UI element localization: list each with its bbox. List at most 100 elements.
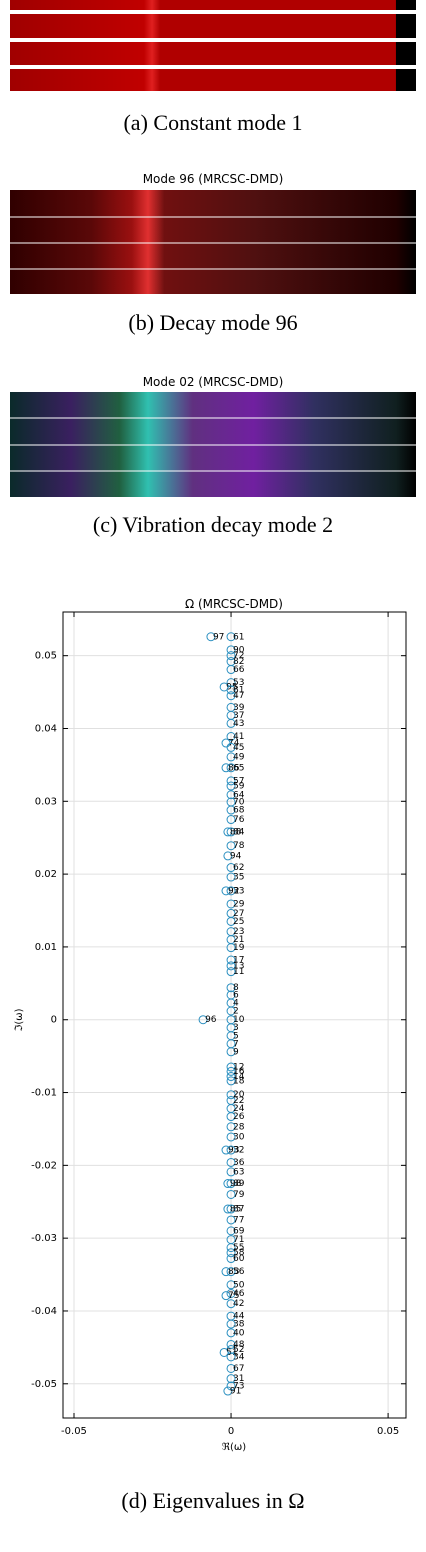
point-label: 6 xyxy=(233,990,239,1000)
y-tick-label: -0.05 xyxy=(31,1379,57,1390)
point-label: 95 xyxy=(226,682,237,692)
eigenvalue-point xyxy=(226,1381,236,1391)
point-label: 11 xyxy=(233,967,244,977)
point-label: 84 xyxy=(233,827,245,837)
point-label: 3 xyxy=(233,1023,239,1033)
point-label: 31 xyxy=(233,1374,244,1384)
mode-image-b xyxy=(10,190,416,294)
y-tick-label: -0.03 xyxy=(31,1233,57,1244)
y-axis-label: ℑ(ω) xyxy=(14,1008,25,1031)
point-label: 87 xyxy=(233,1205,244,1215)
eigenvalue-point xyxy=(221,1291,231,1301)
eigenvalue-point xyxy=(226,1226,236,1236)
axes-frame xyxy=(62,611,407,1419)
point-label: 86 xyxy=(228,763,240,773)
eigenvalue-point xyxy=(221,886,231,896)
eigenvalue-point xyxy=(226,1006,236,1016)
point-label: 64 xyxy=(233,790,245,800)
eigenvalue-point xyxy=(226,863,236,873)
point-label: 58 xyxy=(233,1248,245,1258)
point-label: 60 xyxy=(233,1254,245,1264)
point-label: 50 xyxy=(233,1280,245,1290)
eigenvalue-point xyxy=(226,961,236,971)
point-label: 55 xyxy=(233,1243,244,1253)
eigenvalue-point xyxy=(226,678,236,688)
eigenvalue-point xyxy=(226,1066,236,1076)
eigenvalue-point xyxy=(226,1363,236,1373)
eigenvalue-point xyxy=(226,1280,236,1290)
y-tick-label: -0.04 xyxy=(31,1306,57,1317)
point-label: 43 xyxy=(233,719,244,729)
eigenvalue-point xyxy=(226,1167,236,1177)
point-label: 30 xyxy=(233,1132,245,1142)
eigenvalue-point xyxy=(226,665,236,675)
point-label: 97 xyxy=(213,632,224,642)
eigenvalue-point xyxy=(226,742,236,752)
y-tick-label: 0.01 xyxy=(35,942,57,953)
point-label: 49 xyxy=(233,752,245,762)
point-label: 85 xyxy=(230,1205,241,1215)
eigenvalue-point xyxy=(226,1339,236,1349)
chart-title: Ω (MRCSC-DMD) xyxy=(185,597,283,611)
point-label: 12 xyxy=(233,1063,244,1073)
eigenvalue-point xyxy=(226,1328,236,1338)
eigenvalue-point xyxy=(206,632,216,642)
panel-title: Mode 96 (MRCSC-DMD) xyxy=(143,172,284,186)
x-tick-label: -0.05 xyxy=(61,1426,87,1437)
caption: (d) Eigenvalues in Ω xyxy=(121,1488,304,1513)
point-label: 21 xyxy=(233,935,244,945)
eigenvalue-point xyxy=(221,1267,231,1277)
y-tick-label: -0.02 xyxy=(31,1160,57,1171)
point-label: 53 xyxy=(233,678,244,688)
eigenvalue-point xyxy=(198,1015,208,1025)
point-label: 67 xyxy=(233,1364,244,1374)
point-label: 90 xyxy=(233,645,245,655)
point-label: 29 xyxy=(233,899,245,909)
eigenvalue-point xyxy=(223,827,233,837)
eigenvalue-point xyxy=(226,763,236,773)
eigenvalue-point xyxy=(226,967,236,977)
point-label: 8 xyxy=(233,983,239,993)
eigenvalue-point xyxy=(226,916,236,926)
point-label: 48 xyxy=(233,1340,245,1350)
point-label: 61 xyxy=(233,632,244,642)
point-label: 34 xyxy=(233,1352,245,1362)
point-label: 69 xyxy=(233,1226,245,1236)
eigenvalue-point xyxy=(226,1204,236,1214)
eigenvalue-point xyxy=(221,1145,231,1155)
eigenvalue-point xyxy=(226,955,236,965)
point-label: 68 xyxy=(233,806,245,816)
point-label: 25 xyxy=(233,917,244,927)
point-label: 65 xyxy=(233,763,244,773)
point-label: 93 xyxy=(228,1146,239,1156)
caption: (c) Vibration decay mode 2 xyxy=(93,512,333,537)
point-label: 13 xyxy=(233,961,244,971)
point-label: 46 xyxy=(233,1289,245,1299)
point-label: 72 xyxy=(233,651,244,661)
point-label: 19 xyxy=(233,943,245,953)
point-label: 17 xyxy=(233,956,244,966)
point-label: 92 xyxy=(228,886,239,896)
point-label: 14 xyxy=(233,1072,245,1082)
point-label: 26 xyxy=(233,1112,245,1122)
point-label: 71 xyxy=(233,1235,244,1245)
point-label: 24 xyxy=(233,1104,245,1114)
eigenvalue-point xyxy=(226,691,236,701)
eigenvalue-point xyxy=(223,851,233,861)
eigenvalue-point xyxy=(226,1145,236,1155)
point-label: 22 xyxy=(233,1096,244,1106)
point-label: 74 xyxy=(228,739,240,749)
eigenvalue-point xyxy=(226,1112,236,1122)
eigenvalue-point xyxy=(226,718,236,728)
point-label: 33 xyxy=(233,886,244,896)
eigenvalue-point xyxy=(226,776,236,786)
eigenvalue-point xyxy=(226,983,236,993)
eigenvalue-point xyxy=(221,763,231,773)
point-label: 20 xyxy=(233,1090,245,1100)
caption: (a) Constant mode 1 xyxy=(123,110,302,135)
point-label: 37 xyxy=(233,711,244,721)
point-label: 27 xyxy=(233,909,244,919)
point-label: 9 xyxy=(233,1047,239,1057)
point-label: 62 xyxy=(233,863,244,873)
